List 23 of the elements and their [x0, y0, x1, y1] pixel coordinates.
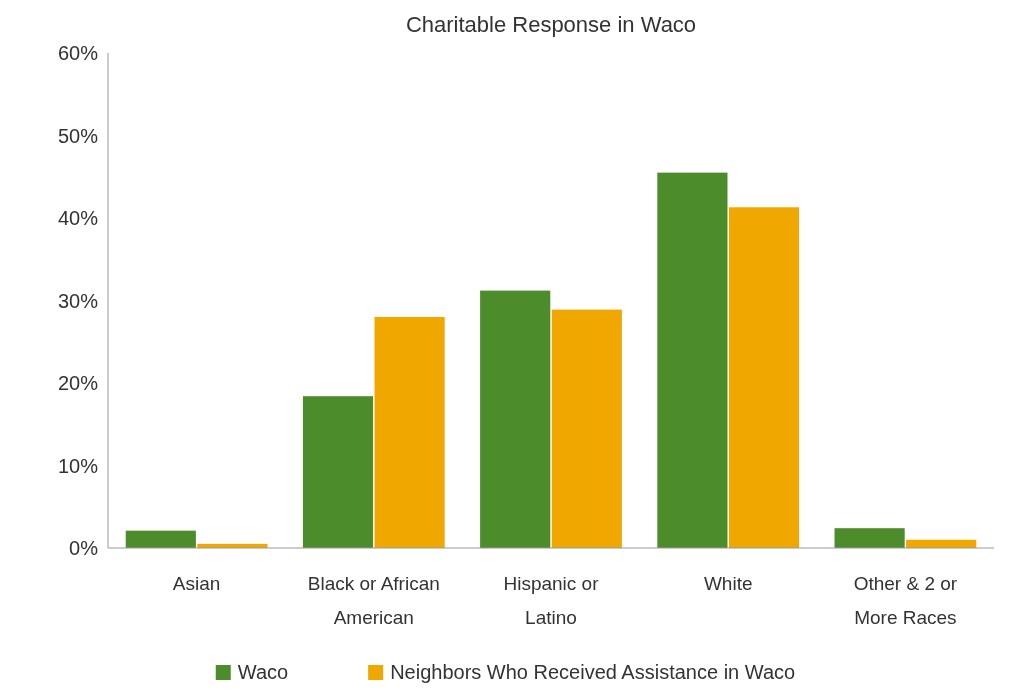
y-tick-label: 50%: [57, 124, 99, 147]
legend-label: Neighbors Who Received Assistance in Waco: [390, 661, 796, 683]
bar: [834, 528, 905, 548]
y-tick-label: 60%: [57, 42, 99, 64]
y-tick-label: 20%: [57, 372, 99, 394]
y-tick-label: 10%: [57, 454, 99, 477]
x-tick-label: White: [703, 573, 753, 594]
bar: [125, 530, 196, 548]
legend-label: Waco: [237, 661, 289, 683]
x-tick-label: Asian: [172, 573, 221, 594]
bar: [728, 207, 800, 548]
x-tick-label: Other & 2 or More Races: [853, 573, 958, 628]
bar: [551, 309, 622, 548]
x-tick-label: Black or African American: [307, 573, 440, 628]
chart-title: Charitable Response in Waco: [405, 12, 697, 37]
y-tick-label: 30%: [57, 289, 99, 312]
y-tick-label: 0%: [69, 537, 99, 559]
y-tick-label: 40%: [57, 207, 99, 229]
bar: [302, 396, 374, 548]
bar: [480, 290, 551, 548]
bar: [374, 317, 445, 548]
bar: [657, 172, 728, 548]
x-tick-label: Hispanic or Latino: [503, 573, 600, 628]
